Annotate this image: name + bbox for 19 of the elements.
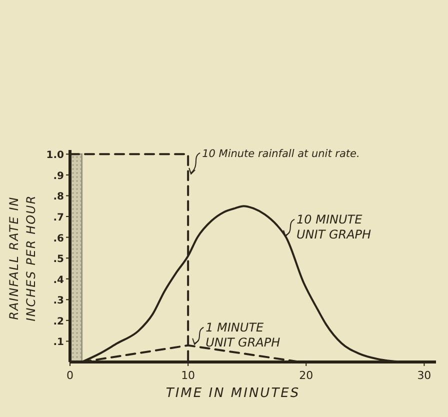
y-tick-label: .9 — [53, 170, 64, 182]
y-tick-label: .5 — [53, 254, 64, 266]
x-tick-label: 30 — [417, 369, 432, 382]
y-tick-label: .3 — [53, 296, 64, 307]
y-tick-label: .7 — [53, 212, 64, 224]
x-axis-title: TIME IN MINUTES — [166, 386, 300, 401]
annotation: 10 Minute rainfall at unit rate. — [202, 148, 360, 160]
y-tick-label: .1 — [53, 337, 64, 348]
y-tick-label: .2 — [53, 316, 64, 328]
x-tick-label: 20 — [299, 369, 314, 382]
y-axis-title: RAINFALL RATE IN INCHES PER HOUR — [7, 194, 38, 322]
y-tick-label: .6 — [53, 233, 64, 244]
y-tick-label: .8 — [53, 192, 64, 203]
annotation: 1 MINUTE UNIT GRAPH — [206, 320, 280, 350]
x-tick-label: 10 — [181, 369, 196, 382]
annotation: 10 MINUTE UNIT GRAPH — [296, 212, 372, 242]
y-tick-label: 1.0 — [46, 150, 64, 162]
y-tick-label: .4 — [53, 274, 64, 286]
x-tick-label: 0 — [66, 369, 74, 382]
